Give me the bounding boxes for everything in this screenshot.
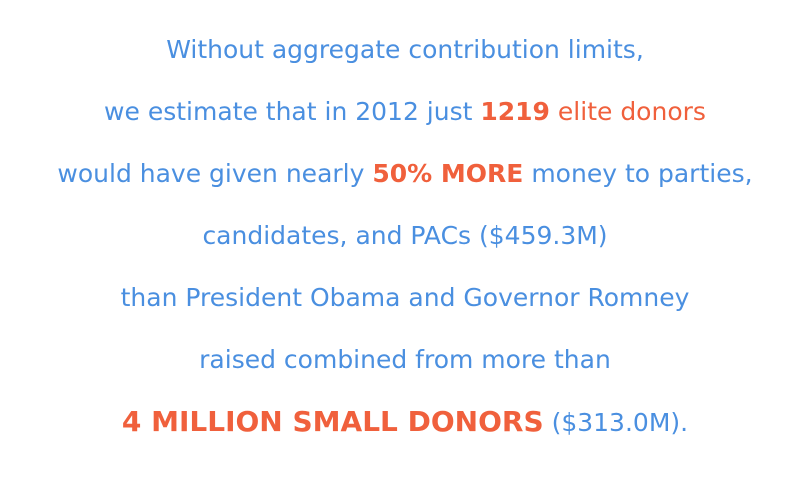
text-segment: would have given nearly (57, 159, 373, 188)
text-segment: raised combined from more than (199, 345, 611, 374)
statement-line-7: 4 MILLION SMALL DONORS ($313.0M). (0, 402, 810, 464)
statement-line-3: would have given nearly 50% MORE money t… (0, 154, 810, 216)
text-segment: Without aggregate contribution limits, (166, 35, 644, 64)
text-segment: ($313.0M). (543, 408, 689, 437)
text-segment: money to parties, (523, 159, 753, 188)
statement-line-2: we estimate that in 2012 just 1219 elite… (0, 92, 810, 154)
statement-line-4: candidates, and PACs ($459.3M) (0, 216, 810, 278)
statement-line-5: than President Obama and Governor Romney (0, 278, 810, 340)
infographic-statement: Without aggregate contribution limits, w… (0, 30, 810, 464)
highlight-small-donors: 4 MILLION SMALL DONORS (121, 405, 544, 438)
statement-line-6: raised combined from more than (0, 340, 810, 402)
highlight-elite-donors: elite donors (549, 97, 706, 126)
text-segment: we estimate that in 2012 just (104, 97, 481, 126)
text-segment: candidates, and PACs ($459.3M) (202, 221, 608, 250)
statement-line-1: Without aggregate contribution limits, (0, 30, 810, 92)
text-segment: than President Obama and Governor Romney (120, 283, 690, 312)
highlight-percent-more: 50% MORE (372, 159, 524, 188)
highlight-donor-count: 1219 (480, 97, 550, 126)
